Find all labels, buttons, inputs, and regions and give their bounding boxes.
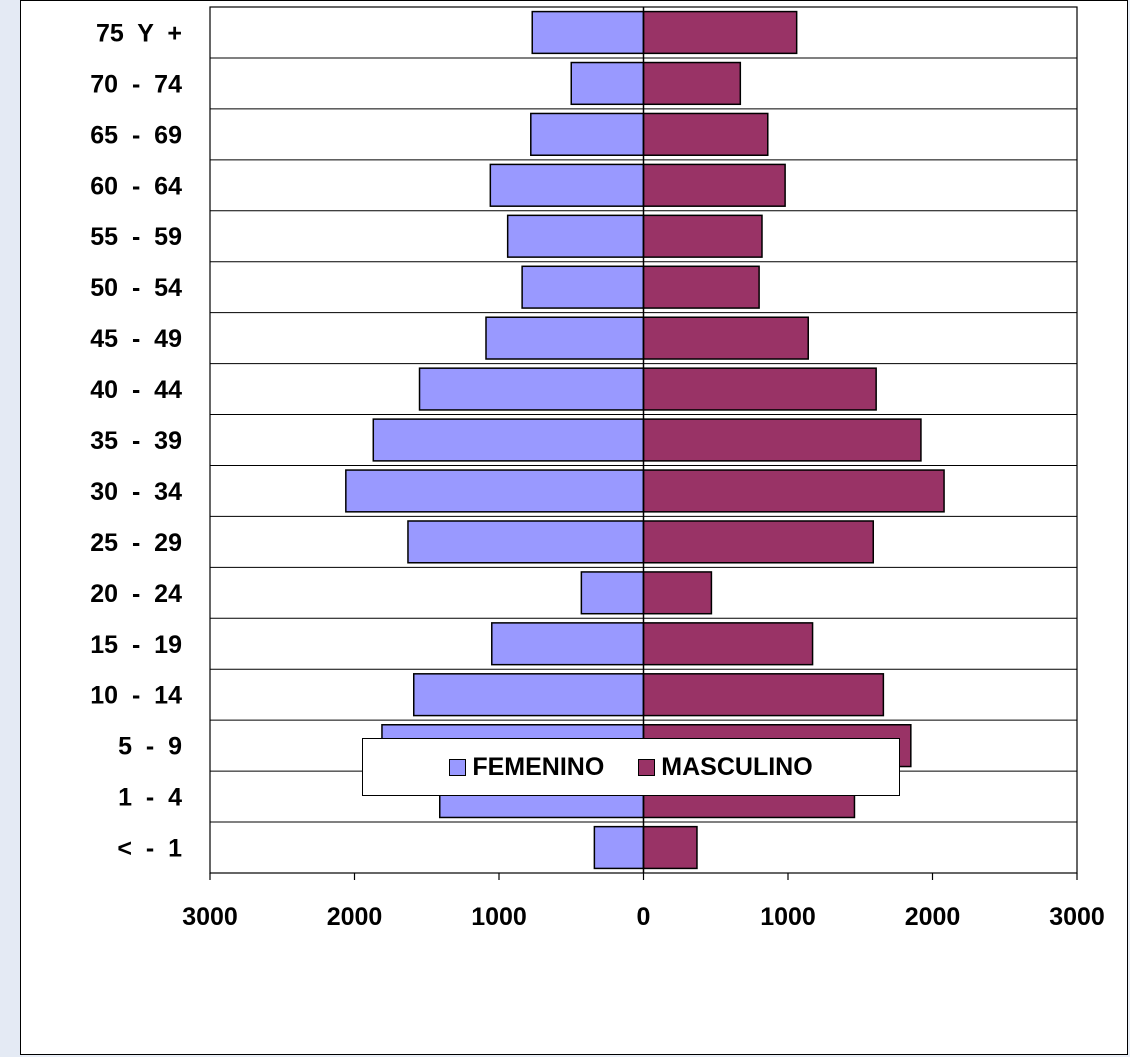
category-label: 75 Y + [96,19,182,47]
legend-label-femenino: FEMENINO [472,752,605,781]
bar-masculino-7 [642,367,877,411]
category-label: 50 - 54 [90,274,182,302]
x-tick-label: 2000 [327,903,383,931]
bar-femenino-1 [570,61,645,106]
legend-swatch-masculino [638,758,656,776]
x-tick-label: 1000 [760,903,816,931]
legend-swatch-femenino [449,758,467,776]
legend-label-masculino: MASCULINO [661,752,813,781]
legend-item-femenino: FEMENINO [449,753,604,782]
category-label: 10 - 14 [90,682,182,710]
category-label: < - 1 [117,835,182,863]
x-tick-label: 0 [637,903,651,931]
bar-masculino-11 [642,571,713,615]
bar-masculino-8 [642,418,922,462]
bar-femenino-16 [593,825,645,870]
bar-masculino-16 [642,825,698,870]
category-label: 65 - 69 [90,121,182,149]
category-label: 15 - 19 [90,631,182,659]
category-label: 35 - 39 [90,427,182,455]
bar-masculino-4 [642,214,763,258]
bar-femenino-7 [418,367,645,411]
category-label: 40 - 44 [90,376,182,404]
x-tick-label: 3000 [182,903,238,931]
bar-femenino-3 [489,163,645,207]
bar-femenino-6 [485,316,645,360]
bar-masculino-9 [642,469,945,513]
category-label: 45 - 49 [90,325,182,353]
bar-femenino-5 [521,265,645,309]
bar-femenino-12 [491,622,645,666]
category-label: 30 - 34 [90,478,182,506]
bar-femenino-8 [372,418,645,462]
background-strip [0,0,22,1057]
category-label: 1 - 4 [118,784,182,812]
bar-masculino-10 [642,520,875,564]
legend: FEMENINO MASCULINO [362,738,900,796]
bar-masculino-6 [642,316,809,360]
bar-masculino-12 [642,622,814,666]
x-tick-label: 1000 [471,903,527,931]
x-tick-label: 2000 [905,903,961,931]
bar-femenino-11 [580,571,645,615]
bar-femenino-0 [531,10,645,55]
category-label: 20 - 24 [90,580,182,608]
category-label: 55 - 59 [90,223,182,251]
bar-masculino-1 [642,61,742,106]
category-label: 60 - 64 [90,172,182,200]
category-label: 70 - 74 [90,70,182,98]
bar-masculino-5 [642,265,760,309]
bar-femenino-4 [506,214,645,258]
bar-masculino-3 [642,163,786,207]
bar-femenino-13 [412,673,645,717]
bar-femenino-2 [530,112,645,156]
bar-masculino-2 [642,112,769,156]
legend-item-masculino: MASCULINO [638,752,813,782]
bar-femenino-9 [345,469,645,513]
category-label: 25 - 29 [90,529,182,557]
bar-masculino-13 [642,673,885,717]
bar-femenino-10 [407,520,645,564]
category-label: 5 - 9 [118,733,182,761]
bar-masculino-0 [642,10,798,55]
x-tick-label: 3000 [1049,903,1105,931]
